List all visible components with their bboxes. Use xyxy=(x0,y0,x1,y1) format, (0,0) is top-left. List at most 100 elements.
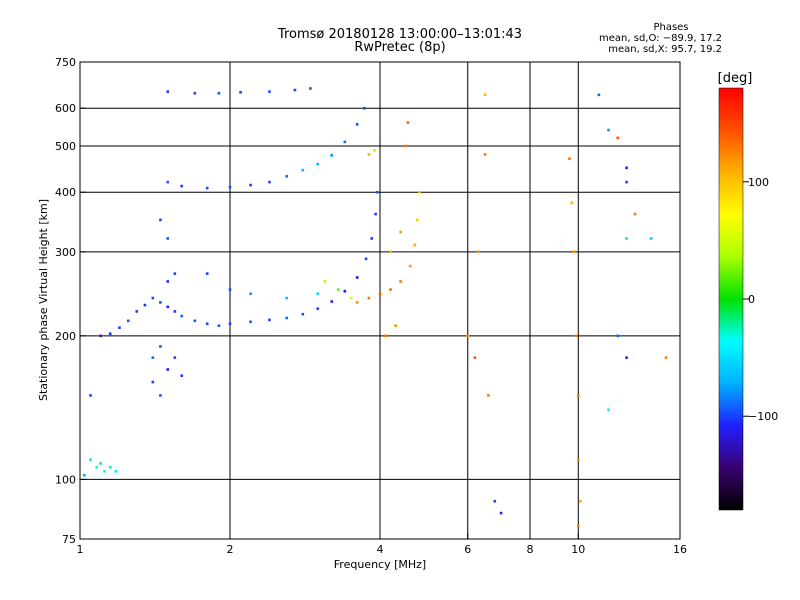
data-point xyxy=(343,140,347,144)
data-point xyxy=(337,288,340,291)
data-point xyxy=(576,524,580,527)
data-point xyxy=(384,334,387,338)
data-point xyxy=(228,288,232,291)
colorbar-tick-label: 100 xyxy=(748,176,769,189)
data-point xyxy=(268,90,271,93)
data-point xyxy=(108,466,112,469)
colorbar-tick-label: 0 xyxy=(748,293,755,306)
x-tick-label: 10 xyxy=(571,543,585,556)
data-point xyxy=(574,334,578,338)
data-point xyxy=(193,319,197,323)
data-point xyxy=(375,190,379,194)
data-point xyxy=(301,312,305,316)
x-tick-label: 16 xyxy=(673,543,687,556)
x-axis-label: Frequency [MHz] xyxy=(334,558,426,571)
data-point xyxy=(399,280,402,283)
data-point xyxy=(625,180,628,184)
data-point xyxy=(316,292,320,296)
data-point xyxy=(413,243,417,247)
data-point xyxy=(103,469,106,473)
y-tick-label: 100 xyxy=(55,473,76,486)
data-point xyxy=(625,356,628,359)
y-tick-label: 75 xyxy=(62,533,76,546)
data-point xyxy=(166,237,170,240)
data-point xyxy=(406,121,410,124)
data-point xyxy=(249,320,252,324)
y-tick-label: 600 xyxy=(55,102,76,115)
data-point xyxy=(389,288,392,291)
data-point xyxy=(649,237,653,240)
data-point xyxy=(625,166,628,170)
data-point xyxy=(568,157,571,161)
data-point xyxy=(477,250,480,254)
x-tick-label: 2 xyxy=(227,543,234,556)
data-point xyxy=(355,276,359,279)
data-point xyxy=(367,153,371,156)
data-point xyxy=(415,218,419,222)
data-point xyxy=(487,394,490,397)
data-point xyxy=(159,301,162,304)
data-point xyxy=(166,180,170,184)
data-point xyxy=(367,296,371,300)
data-point xyxy=(616,334,620,338)
data-point xyxy=(570,201,573,205)
data-point xyxy=(309,87,312,90)
data-point xyxy=(399,230,402,234)
y-tick-label: 500 xyxy=(55,140,76,153)
data-point xyxy=(473,356,477,359)
data-point xyxy=(205,272,209,275)
data-point xyxy=(159,218,162,222)
data-point xyxy=(180,314,184,318)
colorbar-ticks: 100 0 −100 xyxy=(743,176,778,423)
colorbar xyxy=(718,87,744,511)
phase-mean-sd-x: mean, sd,X: 95.7, 19.2 xyxy=(608,44,722,55)
data-point xyxy=(576,458,580,461)
x-tick-label: 4 xyxy=(377,543,384,556)
y-tick-label: 300 xyxy=(55,246,76,259)
y-tick-label: 400 xyxy=(55,186,76,199)
data-point xyxy=(173,310,177,313)
data-point xyxy=(249,292,252,296)
data-point xyxy=(483,153,487,156)
data-point xyxy=(579,499,582,503)
data-point xyxy=(151,296,155,300)
phase-mean-sd-o: mean, sd,O: −89.9, 17.2 xyxy=(599,33,722,44)
x-tick-label: 8 xyxy=(527,543,534,556)
data-point xyxy=(607,408,610,412)
data-point xyxy=(285,174,289,178)
data-point xyxy=(114,469,118,473)
data-point xyxy=(249,183,252,187)
data-point xyxy=(99,462,102,465)
data-point xyxy=(349,296,353,300)
data-point xyxy=(389,250,392,254)
data-point xyxy=(316,162,320,166)
x-tick-label: 1 xyxy=(77,543,84,556)
data-point xyxy=(633,212,637,216)
data-point xyxy=(180,184,184,188)
data-point xyxy=(118,326,121,329)
y-axis-label: Stationary phase Virtual Height [km] xyxy=(37,199,50,401)
phase-box-title: Phases xyxy=(653,22,689,33)
data-point xyxy=(664,356,668,359)
data-point xyxy=(166,368,170,371)
data-point xyxy=(239,90,242,94)
data-point xyxy=(95,466,98,469)
y-tick-label: 750 xyxy=(55,56,76,69)
data-points xyxy=(82,87,668,527)
data-point xyxy=(228,322,232,326)
data-point xyxy=(151,356,155,359)
data-point xyxy=(205,322,209,326)
data-point xyxy=(173,356,177,359)
data-point xyxy=(343,289,347,293)
data-point xyxy=(597,93,601,97)
x-tick-label: 6 xyxy=(464,543,471,556)
data-point xyxy=(89,458,92,461)
data-point xyxy=(205,186,209,190)
data-point xyxy=(217,324,221,328)
data-point xyxy=(285,316,289,320)
x-axis: 1 2 4 6 8 10 16 xyxy=(77,533,687,556)
data-point xyxy=(180,374,184,377)
data-point xyxy=(173,272,177,275)
data-point xyxy=(268,180,271,184)
